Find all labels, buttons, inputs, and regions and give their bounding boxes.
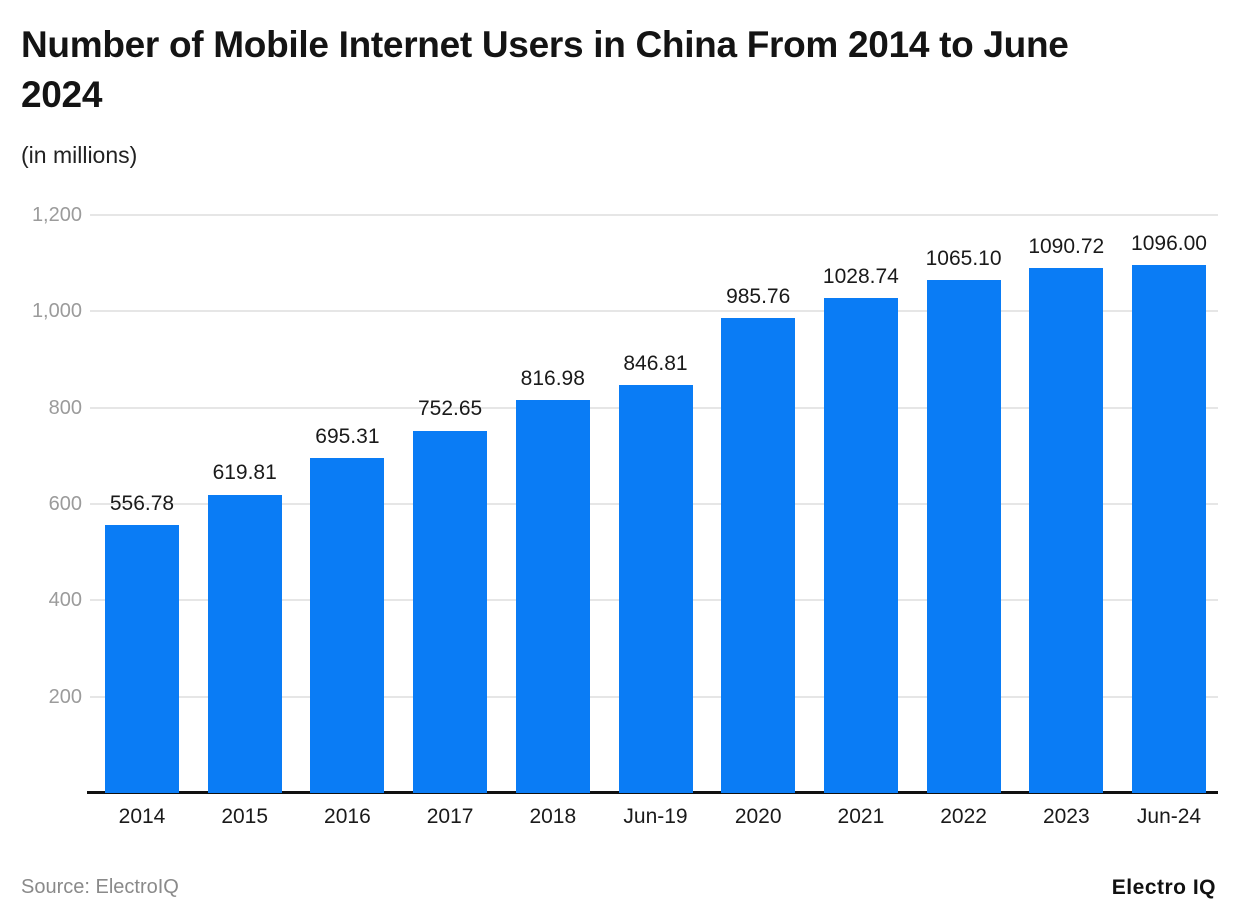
y-axis-tick-label: 800 — [48, 396, 82, 419]
bar-value-label: 846.81 — [623, 352, 688, 376]
bar-value-label: 1028.74 — [822, 264, 899, 288]
plot-area: 200 400 600 800 1,000 1,200 556.78 2014 619.81 20… — [32, 204, 1218, 828]
x-axis-category-label: 2014 — [118, 805, 166, 828]
x-axis-category-label: 2018 — [529, 805, 577, 828]
x-axis-category-label: 2022 — [940, 805, 987, 828]
x-axis-category-label: 2017 — [426, 805, 474, 828]
bar — [310, 458, 385, 793]
bar — [413, 430, 488, 793]
bar — [926, 280, 1001, 793]
x-axis-category-label: Jun-19 — [623, 805, 688, 828]
bar-group: 1028.74 — [823, 215, 899, 793]
bar-group: 985.76 — [721, 215, 796, 793]
bar — [618, 385, 693, 793]
x-axis-category-label: 2021 — [837, 805, 885, 828]
y-axis-tick-label: 200 — [48, 685, 82, 708]
bar-value-label: 1065.10 — [925, 246, 1002, 270]
bar — [515, 399, 590, 793]
bar-value-label: 695.31 — [315, 425, 380, 449]
source-attribution: Source: ElectroIQ — [21, 876, 179, 898]
bar-value-label: 752.65 — [417, 397, 483, 421]
bar-group: 1096.00 — [1131, 215, 1207, 793]
bar — [823, 297, 898, 793]
bar-group: 1065.10 — [926, 215, 1002, 793]
bar-value-label: 1090.72 — [1028, 234, 1105, 258]
bar-value-label: 619.81 — [212, 461, 277, 485]
y-axis-tick-label: 1,200 — [31, 204, 82, 226]
bar — [1132, 265, 1206, 793]
bar-value-label: 816.98 — [520, 366, 585, 390]
bar — [207, 494, 282, 793]
y-axis-tick-label: 1,000 — [31, 300, 82, 323]
gridline — [90, 310, 1218, 313]
bar-group: 1090.72 — [1028, 215, 1104, 793]
chart-title: Number of Mobile Internet Users in China… — [21, 24, 1069, 115]
bar — [1029, 267, 1104, 793]
gridline — [90, 214, 1218, 216]
bar — [105, 524, 179, 793]
bar-value-label: 1096.00 — [1131, 232, 1207, 256]
x-axis-category-label: 2015 — [221, 805, 269, 828]
bar-group: 695.31 — [310, 215, 385, 793]
x-axis-category-label: 2020 — [734, 805, 782, 828]
bar-value-label: 556.78 — [109, 491, 175, 515]
bar — [721, 318, 796, 793]
x-axis-category-label: 2016 — [324, 805, 371, 828]
x-axis-category-label: Jun-24 — [1136, 805, 1202, 828]
y-axis-tick-label: 400 — [48, 589, 82, 612]
y-axis-tick-label: 600 — [48, 493, 82, 515]
bar-group: 816.98 — [515, 215, 590, 793]
bar-group: 619.81 — [207, 215, 282, 793]
bar-value-label: 985.76 — [726, 285, 791, 309]
bar-group: 752.65 — [413, 215, 488, 793]
brand-logo: Electro IQ — [1111, 876, 1216, 899]
x-axis-category-label: 2023 — [1042, 805, 1090, 828]
chart-subtitle: (in millions) — [21, 142, 138, 168]
bar-group: 846.81 — [618, 215, 693, 793]
bar-group: 556.78 — [105, 215, 179, 793]
